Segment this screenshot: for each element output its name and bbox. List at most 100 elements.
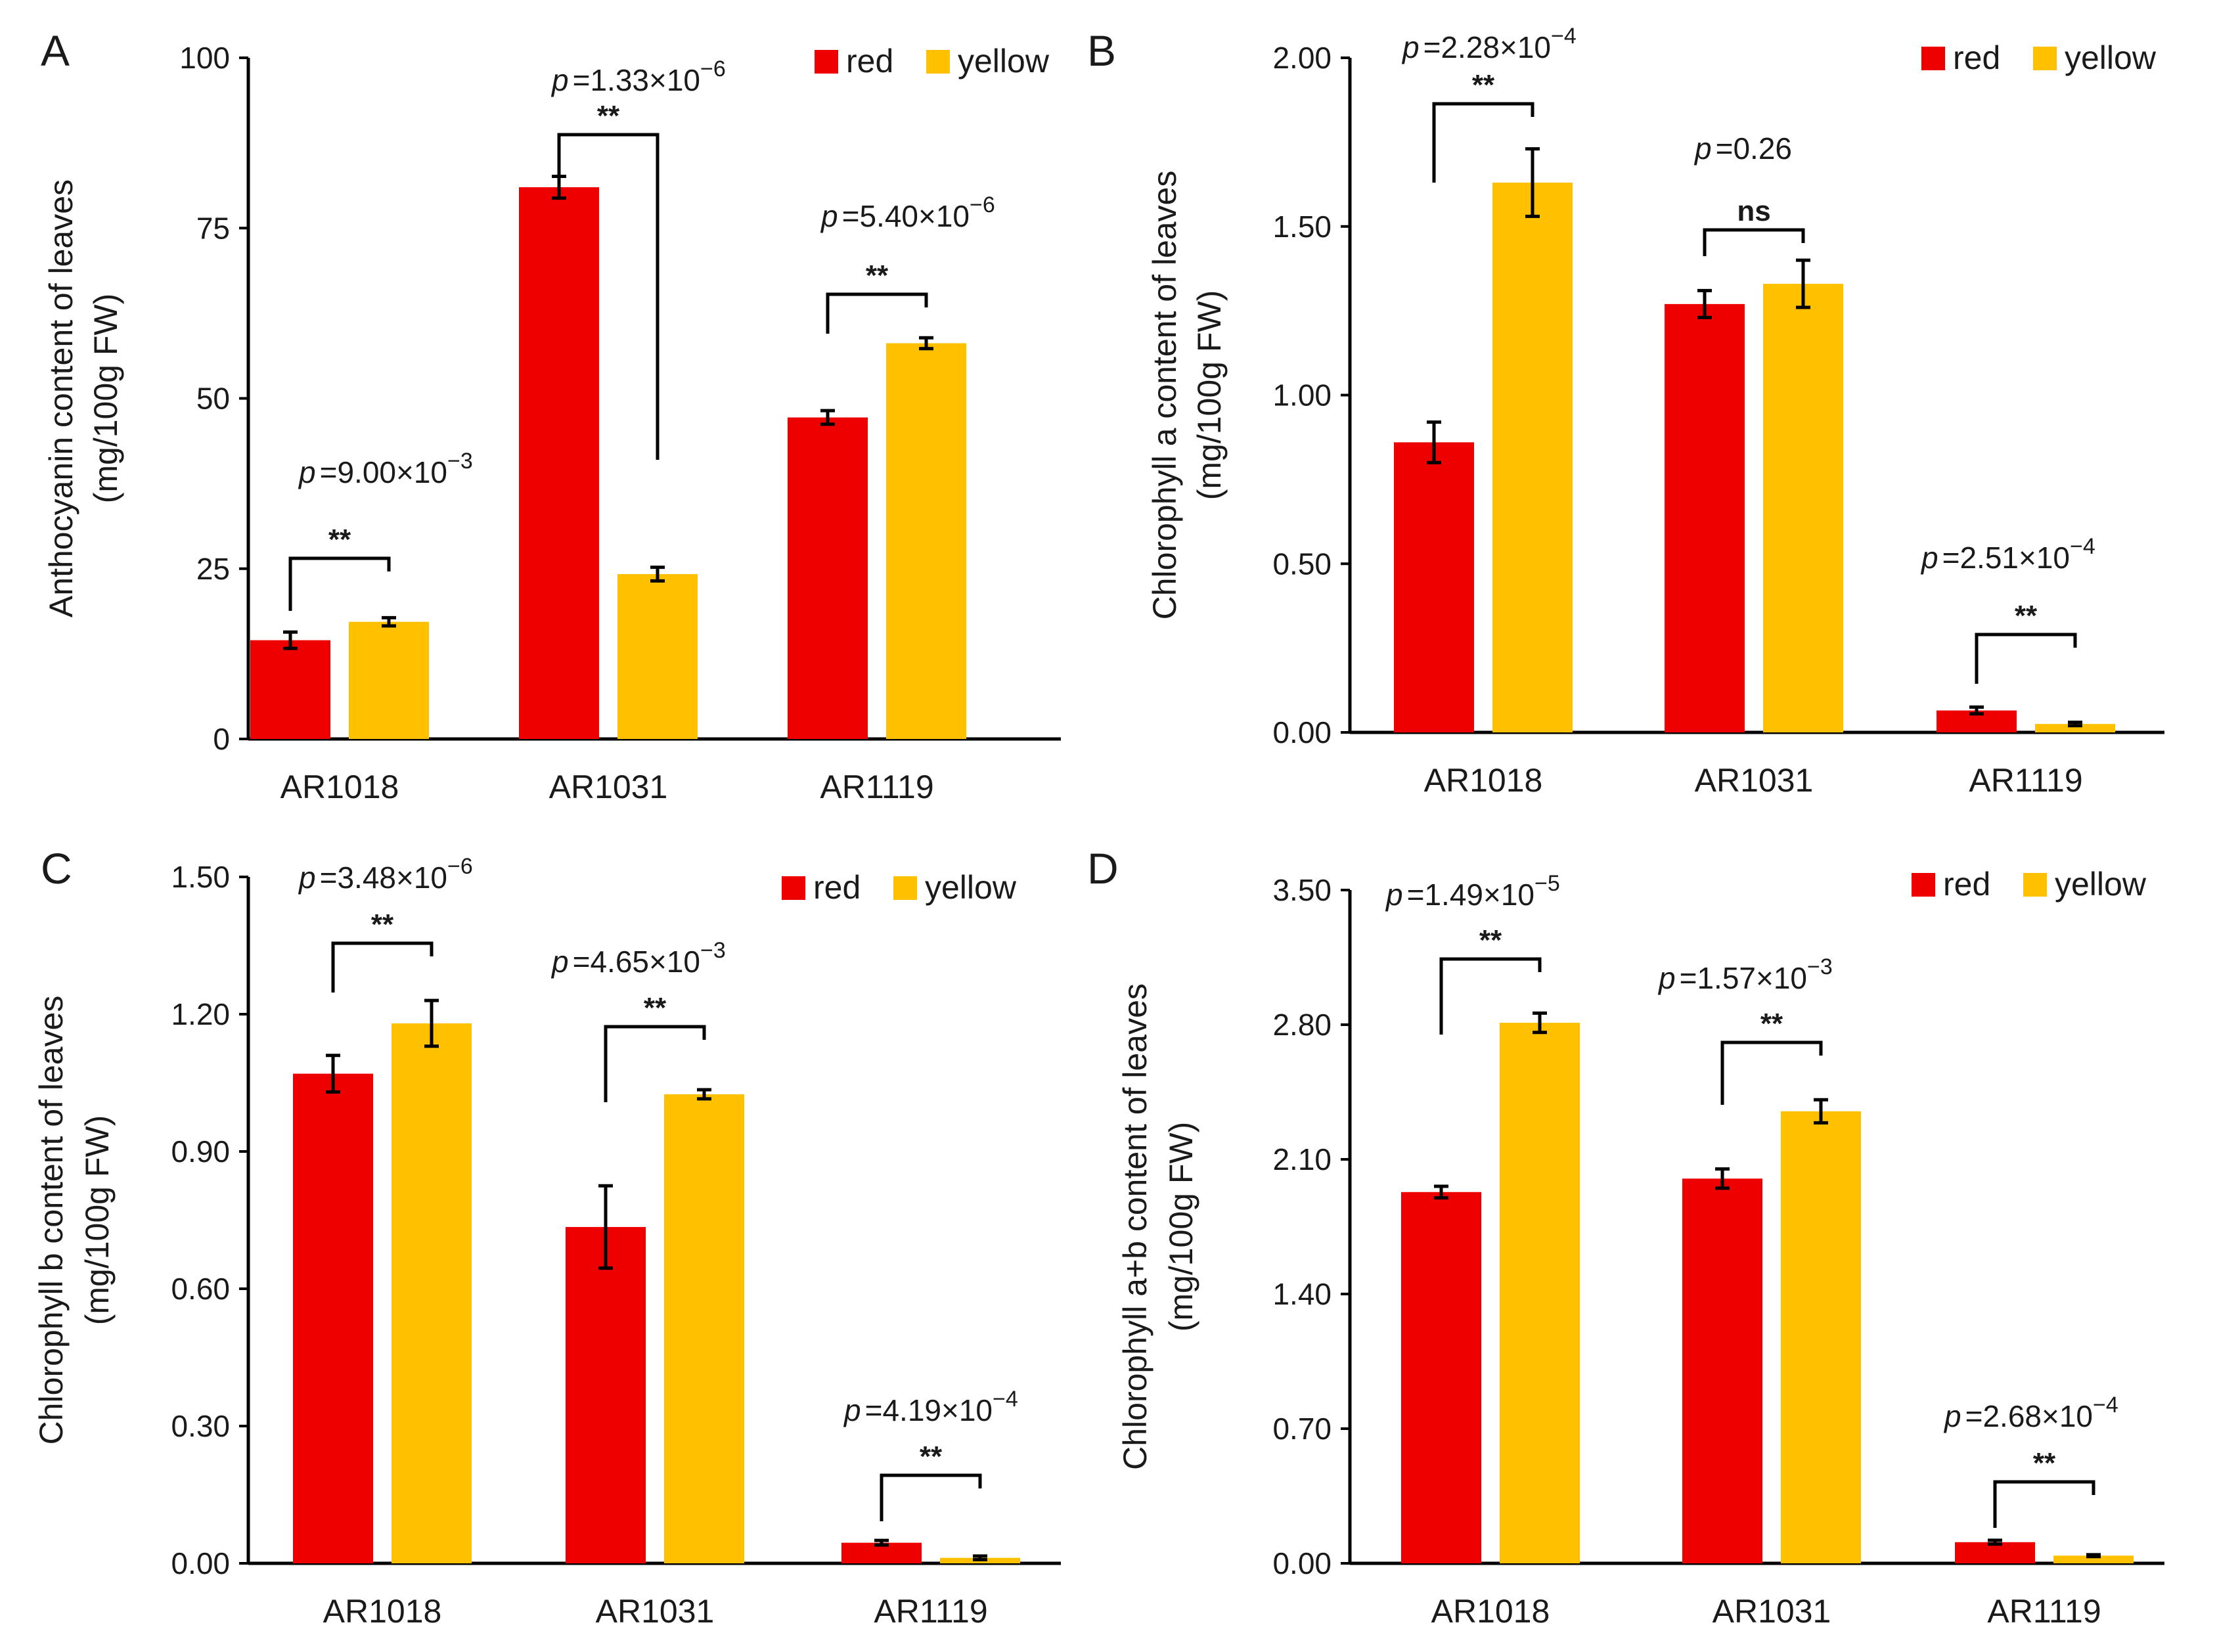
y-tick-label: 3.50 <box>1272 873 1332 907</box>
bar-yellow-ar1031 <box>617 574 698 739</box>
p-value: =0.26 <box>1716 131 1792 166</box>
figure: A 0 25 50 75 100 Anthocyanin content of leaves… <box>0 0 2217 1649</box>
p-value-label: p =1.57×10−3 <box>1657 954 1833 995</box>
y-tick-label: 0.00 <box>171 1546 230 1580</box>
y-tick-label: 50 <box>196 382 230 416</box>
x-category-label: AR1119 <box>820 769 933 805</box>
p-exponent: −4 <box>993 1387 1018 1412</box>
y-axis-label: Chlorophyll b content of leaves <box>33 996 70 1445</box>
legend-label-yellow: yellow <box>2065 39 2157 76</box>
significance-bracket <box>333 943 432 993</box>
y-axis-label-unit: (mg/100g FW) <box>87 294 124 504</box>
y-tick-label: 1.50 <box>1272 210 1332 244</box>
bar-yellow-ar1018 <box>1500 1023 1580 1563</box>
legend-swatch-red <box>1921 47 1945 70</box>
significance-marker: ** <box>866 259 889 292</box>
x-category-label: AR1031 <box>549 769 668 805</box>
p-symbol: p <box>1920 541 1938 575</box>
panel-d: D 0.00 0.70 1.40 2.10 2.80 3.50 Chlorophyll a+b… <box>1087 844 2164 1630</box>
significance-bracket <box>1434 104 1533 183</box>
y-tick-label: 2.80 <box>1272 1008 1332 1042</box>
panel-b: B0.000.501.001.502.00Chlorophyll a conte… <box>1087 24 2164 799</box>
p-value: =5.40×10 <box>842 199 970 233</box>
y-axis-label: Anthocyanin content of leaves <box>43 179 79 617</box>
p-exponent: −3 <box>447 449 473 474</box>
y-tick-label: 1.20 <box>171 997 230 1031</box>
significance-marker: ** <box>644 992 667 1024</box>
significance-bracket <box>1722 1042 1821 1105</box>
bar-red-ar1018 <box>1401 1192 1481 1563</box>
x-category-label: AR1031 <box>1695 762 1814 799</box>
p-exponent: −6 <box>970 192 995 217</box>
p-value-label: p =5.40×10−6 <box>820 192 995 233</box>
significance-bracket <box>1977 635 2075 684</box>
legend-label-red: red <box>1953 39 2000 76</box>
p-symbol: p <box>298 455 316 489</box>
legend-swatch-red <box>815 50 838 74</box>
p-exponent: −4 <box>1551 24 1577 49</box>
x-category-label: AR1119 <box>1987 1593 2101 1630</box>
p-value: =1.57×10 <box>1680 961 1807 995</box>
bar-red-ar1119 <box>788 418 868 739</box>
panel-c: C 0.00 0.30 0.60 0.90 1.20 1.50 Chlorophyll b c… <box>33 844 1061 1630</box>
p-exponent: −5 <box>1534 871 1560 896</box>
y-tick-label: 0.60 <box>171 1272 230 1306</box>
x-category-label: AR1018 <box>1424 762 1543 799</box>
y-tick-label: 2.00 <box>1272 41 1332 75</box>
bar-yellow-ar1018 <box>392 1023 472 1563</box>
x-category-label: AR1119 <box>1969 762 2082 799</box>
bar-yellow-ar1031 <box>1763 284 1843 732</box>
p-value: =1.33×10 <box>573 63 700 97</box>
y-tick-label: 0 <box>213 722 230 756</box>
p-value-label: p =0.26 <box>1693 131 1792 166</box>
legend-label-yellow: yellow <box>958 43 1050 79</box>
bar-yellow-ar1119 <box>886 344 966 739</box>
significance-marker: ** <box>2033 1447 2056 1479</box>
legend-swatch-yellow <box>2023 873 2047 897</box>
p-exponent: −4 <box>2070 534 2095 559</box>
y-tick-label: 1.40 <box>1272 1277 1332 1311</box>
y-tick-label: 0.50 <box>1272 547 1332 581</box>
y-tick-label: 25 <box>196 552 230 586</box>
panel-letter: C <box>41 844 72 893</box>
panel-a: A 0 25 50 75 100 Anthocyanin content of leaves… <box>41 26 1061 805</box>
p-value: =9.00×10 <box>320 455 447 489</box>
y-tick-label: 0.70 <box>1272 1412 1332 1446</box>
legend-label-red: red <box>1943 866 1990 903</box>
legend-swatch-red <box>1912 873 1935 897</box>
legend-label-red: red <box>846 43 893 79</box>
significance-marker: ** <box>371 908 394 941</box>
significance-marker: ** <box>328 524 351 556</box>
y-tick-label: 0.00 <box>1272 1546 1332 1580</box>
significance-marker: ** <box>2015 600 2038 632</box>
p-symbol: p <box>1401 30 1420 64</box>
y-tick-label: 100 <box>179 41 230 75</box>
p-exponent: −6 <box>700 56 726 81</box>
significance-marker: ** <box>1760 1008 1783 1040</box>
x-category-label: AR1031 <box>596 1593 715 1630</box>
bar-red-ar1031 <box>1682 1178 1762 1563</box>
legend-label-red: red <box>813 869 861 906</box>
legend-swatch-red <box>782 876 805 900</box>
legend-swatch-yellow <box>926 50 950 74</box>
significance-marker: ** <box>597 100 620 132</box>
significance-bracket <box>1705 230 1803 256</box>
bar-yellow-ar1031 <box>1781 1111 1861 1563</box>
bar-yellow-ar1018 <box>349 622 429 739</box>
y-tick-label: 0.30 <box>171 1409 230 1443</box>
p-value-label: p =3.48×10−6 <box>298 854 473 895</box>
y-axis-label: Chlorophyll a+b content of leaves <box>1117 983 1153 1470</box>
p-value: =4.19×10 <box>865 1393 993 1427</box>
p-value: =2.68×10 <box>1965 1399 2093 1433</box>
p-symbol: p <box>843 1393 861 1427</box>
bar-red-ar1031 <box>566 1227 646 1563</box>
significance-bracket <box>882 1475 980 1521</box>
p-value: =1.49×10 <box>1407 878 1534 912</box>
p-symbol: p <box>1943 1399 1961 1433</box>
significance-bracket <box>606 1027 704 1102</box>
bar-yellow-ar1018 <box>1492 183 1573 732</box>
bar-yellow-ar1031 <box>664 1094 744 1563</box>
p-exponent: −4 <box>2093 1393 2118 1418</box>
y-tick-label: 1.00 <box>1272 378 1332 413</box>
bar-red-ar1031 <box>519 187 599 739</box>
